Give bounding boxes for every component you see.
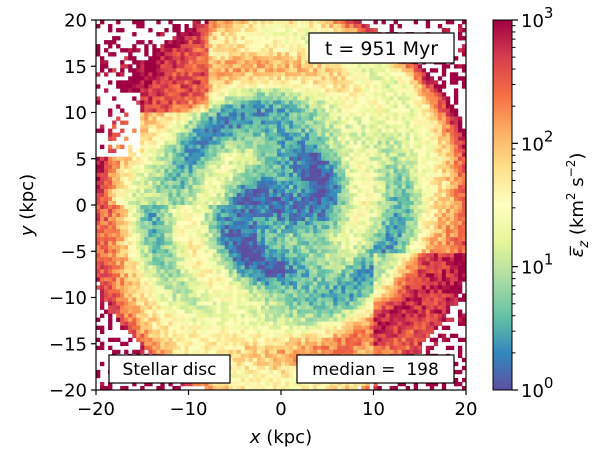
y-axis: −20 −15 −10 −5 0 5 10 15 20 xyxy=(49,11,96,402)
time-annotation: t = 951 Myr xyxy=(308,32,455,64)
y-tick-label: −10 xyxy=(49,288,87,309)
x-tick-label: 0 xyxy=(275,399,286,420)
median-annotation: median = 198 xyxy=(296,354,455,384)
colorbar-tick-label: 101 xyxy=(521,251,553,279)
y-tick-label: −15 xyxy=(49,334,87,355)
component-annotation: Stellar disc xyxy=(108,354,231,384)
y-tick-label: −5 xyxy=(60,242,87,263)
x-axis-label: x (kpc) xyxy=(249,427,312,448)
x-tick-label: −10 xyxy=(170,399,208,420)
time-label: t = 951 Myr xyxy=(325,38,438,60)
colorbar-tick-label: 102 xyxy=(521,127,553,155)
x-tick-label: −20 xyxy=(77,399,115,420)
median-label: median = 198 xyxy=(312,360,439,380)
x-axis: −20 −10 0 10 20 xyxy=(77,390,477,420)
y-tick-label: 20 xyxy=(64,11,87,32)
x-tick-label: 20 xyxy=(455,399,478,420)
y-tick-label: 10 xyxy=(64,103,87,124)
colorbar xyxy=(492,19,513,391)
y-axis-label: y (kpc) xyxy=(17,174,38,237)
colorbar-ticks: 100 101 102 103 xyxy=(512,4,553,402)
y-tick-label: −20 xyxy=(49,381,87,402)
colorbar-tick-label: 100 xyxy=(521,374,553,402)
y-tick-label: 15 xyxy=(64,57,87,78)
y-tick-label: 0 xyxy=(76,196,87,217)
x-tick-label: 10 xyxy=(362,399,385,420)
colorbar-label: ε̅z (km2 s−2) xyxy=(564,153,592,258)
component-label: Stellar disc xyxy=(123,360,217,380)
colorbar-tick-label: 103 xyxy=(521,4,553,32)
y-tick-label: 5 xyxy=(76,149,87,170)
heatmap-image xyxy=(96,20,466,390)
